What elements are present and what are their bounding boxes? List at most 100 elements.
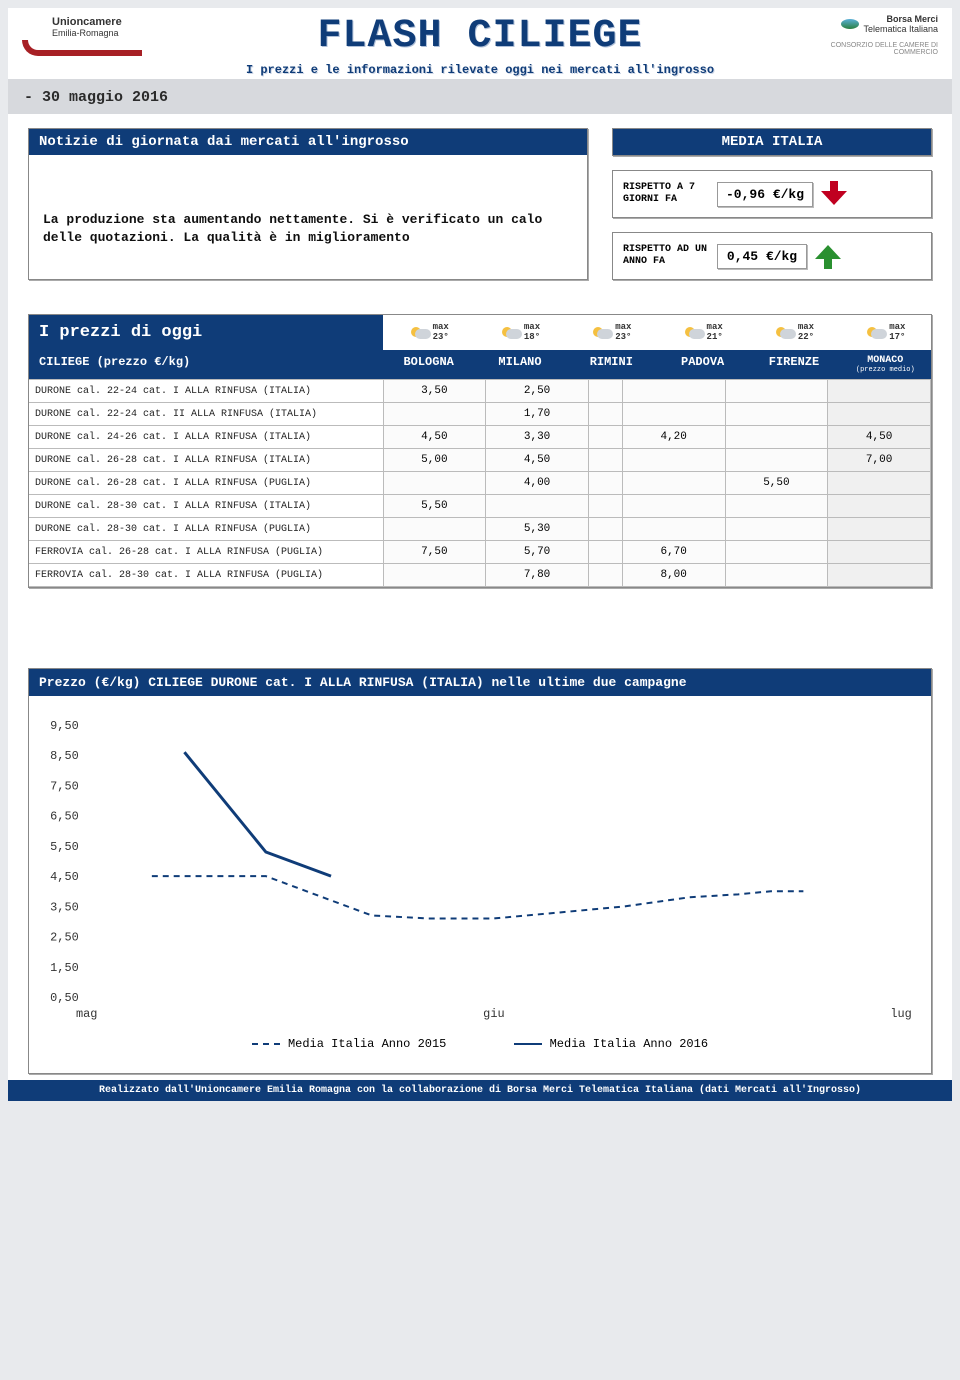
table-row: DURONE cal. 22-24 cat. I ALLA RINFUSA (I… [29, 380, 931, 403]
price-cell: 3,30 [486, 426, 589, 449]
price-cell [588, 426, 622, 449]
price-cell: 7,50 [383, 541, 486, 564]
col-header: BOLOGNA [383, 350, 474, 379]
price-cell [622, 380, 725, 403]
price-cell [383, 472, 486, 495]
table-row: DURONE cal. 28-30 cat. I ALLA RINFUSA (I… [29, 495, 931, 518]
price-cell [828, 564, 931, 587]
row-label: FERROVIA cal. 28-30 cat. I ALLA RINFUSA … [29, 564, 383, 587]
price-cell: 4,00 [486, 472, 589, 495]
price-cell [828, 472, 931, 495]
logo-left-line1: Unioncamere [52, 16, 122, 28]
news-body: La produzione sta aumentando nettamente.… [29, 155, 587, 264]
row-label: DURONE cal. 24-26 cat. I ALLA RINFUSA (I… [29, 426, 383, 449]
table-row: FERROVIA cal. 28-30 cat. I ALLA RINFUSA … [29, 564, 931, 587]
price-cell [588, 380, 622, 403]
price-cell: 8,00 [622, 564, 725, 587]
prices-subtitle: CILIEGE (prezzo €/kg) [29, 350, 383, 379]
price-cell: 3,50 [383, 380, 486, 403]
price-cell [828, 495, 931, 518]
price-cell [588, 495, 622, 518]
news-header: Notizie di giornata dai mercati all'ingr… [29, 129, 587, 155]
price-cell: 7,00 [828, 449, 931, 472]
page-subtitle: I prezzi e le informazioni rilevate oggi… [162, 63, 798, 77]
price-cell [486, 495, 589, 518]
page-footer: Realizzato dall'Unioncamere Emilia Romag… [8, 1080, 952, 1101]
table-row: FERROVIA cal. 26-28 cat. I ALLA RINFUSA … [29, 541, 931, 564]
table-row: DURONE cal. 26-28 cat. I ALLA RINFUSA (P… [29, 472, 931, 495]
weather-row: max23°max18°max23°max21°max22°max17° [383, 315, 931, 350]
price-cell [828, 518, 931, 541]
svg-text:giu: giu [483, 1007, 504, 1021]
price-cell [588, 518, 622, 541]
price-cell [828, 403, 931, 426]
weather-cell: max23° [566, 315, 657, 350]
prices-table: DURONE cal. 22-24 cat. I ALLA RINFUSA (I… [29, 379, 931, 587]
chart-title: Prezzo (€/kg) CILIEGE DURONE cat. I ALLA… [29, 669, 931, 696]
price-cell [588, 472, 622, 495]
col-header: PADOVA [657, 350, 748, 379]
price-cell [725, 541, 828, 564]
price-cell [725, 380, 828, 403]
stat-7-days: RISPETTO A 7 GIORNI FA -0,96 €/kg [612, 170, 932, 218]
price-cell [725, 495, 828, 518]
col-header: RIMINI [566, 350, 657, 379]
price-cell: 5,30 [486, 518, 589, 541]
price-chart: 9,508,507,506,505,504,503,502,501,500,50… [43, 714, 917, 1029]
price-cell: 5,70 [486, 541, 589, 564]
stat1-label: RISPETTO A 7 GIORNI FA [623, 182, 709, 206]
arrow-down-icon [821, 181, 847, 207]
arrow-up-icon [815, 243, 841, 269]
prices-title: I prezzi di oggi [29, 315, 383, 350]
price-cell [725, 518, 828, 541]
price-cell: 4,50 [383, 426, 486, 449]
weather-icon [774, 325, 796, 341]
weather-cell: max22° [748, 315, 839, 350]
legend-2015-label: Media Italia Anno 2015 [288, 1037, 446, 1051]
weather-cell: max17° [840, 315, 931, 350]
media-italia-box: MEDIA ITALIA [612, 128, 932, 156]
col-header: FIRENZE [748, 350, 839, 379]
price-cell [588, 564, 622, 587]
media-header: MEDIA ITALIA [613, 129, 931, 155]
svg-text:6,50: 6,50 [50, 810, 79, 824]
price-cell: 2,50 [486, 380, 589, 403]
logo-borsa-merci: Borsa Merci Telematica Italiana CONSORZI… [798, 14, 938, 56]
legend-2016-label: Media Italia Anno 2016 [550, 1037, 708, 1051]
stat2-label: RISPETTO AD UN ANNO FA [623, 244, 709, 268]
svg-text:7,50: 7,50 [50, 779, 79, 793]
stat1-value: -0,96 €/kg [717, 182, 813, 207]
page-title: FLASH CILIEGE [162, 14, 798, 59]
weather-icon [591, 325, 613, 341]
svg-text:2,50: 2,50 [50, 931, 79, 945]
report-date: - 30 maggio 2016 [8, 79, 952, 114]
col-header-monaco: MONACO (prezzo medio) [840, 350, 931, 379]
prices-table-box: I prezzi di oggi max23°max18°max23°max21… [28, 314, 932, 588]
weather-icon [683, 325, 705, 341]
row-label: DURONE cal. 22-24 cat. II ALLA RINFUSA (… [29, 403, 383, 426]
svg-text:4,50: 4,50 [50, 870, 79, 884]
price-cell [725, 564, 828, 587]
price-cell: 4,20 [622, 426, 725, 449]
row-label: DURONE cal. 22-24 cat. I ALLA RINFUSA (I… [29, 380, 383, 403]
price-cell [622, 403, 725, 426]
price-cell [622, 518, 725, 541]
weather-cell: max21° [657, 315, 748, 350]
price-cell [622, 495, 725, 518]
legend-2016: Media Italia Anno 2016 [514, 1037, 708, 1051]
row-label: DURONE cal. 26-28 cat. I ALLA RINFUSA (I… [29, 449, 383, 472]
svg-text:5,50: 5,50 [50, 840, 79, 854]
price-cell [588, 449, 622, 472]
price-cell: 6,70 [622, 541, 725, 564]
price-cell [725, 403, 828, 426]
price-cell [622, 449, 725, 472]
chart-box: Prezzo (€/kg) CILIEGE DURONE cat. I ALLA… [28, 668, 932, 1074]
table-row: DURONE cal. 28-30 cat. I ALLA RINFUSA (P… [29, 518, 931, 541]
price-cell: 5,50 [725, 472, 828, 495]
price-cell [725, 449, 828, 472]
news-box: Notizie di giornata dai mercati all'ingr… [28, 128, 588, 280]
row-label: FERROVIA cal. 26-28 cat. I ALLA RINFUSA … [29, 541, 383, 564]
price-cell [383, 518, 486, 541]
logo-right-line1: Borsa Merci [863, 14, 938, 24]
price-cell: 4,50 [828, 426, 931, 449]
